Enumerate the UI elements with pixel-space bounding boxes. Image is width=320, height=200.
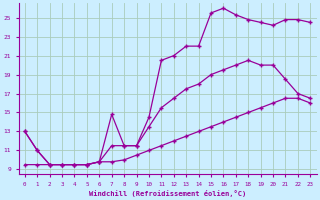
X-axis label: Windchill (Refroidissement éolien,°C): Windchill (Refroidissement éolien,°C) (89, 190, 246, 197)
